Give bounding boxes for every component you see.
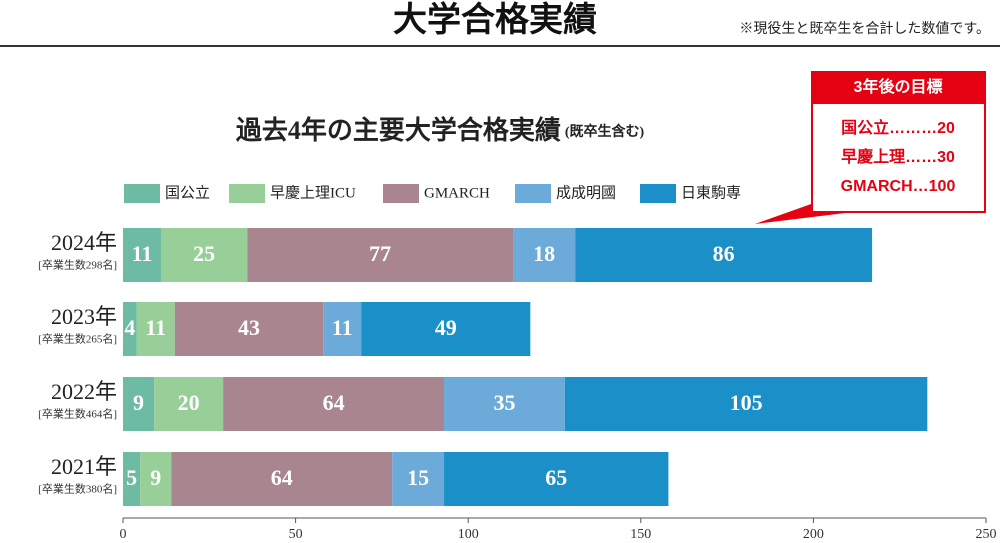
x-tick-label: 200	[803, 527, 824, 542]
bar-segment	[392, 452, 445, 506]
chart-title: 過去4年の主要大学合格実績 (既卒生含む)	[236, 115, 645, 145]
value-label: 11	[332, 315, 353, 340]
bar-segment	[444, 452, 669, 506]
value-label: 65	[545, 465, 567, 490]
bar-segment	[171, 452, 393, 506]
value-label: 35	[493, 390, 515, 415]
bar-segment	[123, 377, 155, 431]
bar-segment	[174, 302, 324, 356]
bar-segment	[361, 302, 531, 356]
callout-title: 3年後の目標	[854, 77, 943, 96]
callout-item: 早慶上理……30	[841, 147, 955, 166]
category-note: [卒業生数298名]	[38, 258, 117, 272]
callout: 3年後の目標 国公立………20 早慶上理……30 GMARCH…100	[755, 71, 986, 224]
value-label: 64	[323, 390, 345, 415]
value-label: 5	[126, 465, 137, 490]
value-label: 11	[132, 241, 153, 266]
value-label: 9	[150, 465, 161, 490]
category-label: 2021年	[51, 454, 117, 479]
bar-segment	[323, 302, 362, 356]
x-tick-label: 100	[458, 527, 479, 542]
legend-label: 国公立	[165, 184, 210, 201]
page-title: 大学合格実績	[393, 0, 597, 39]
value-label: 49	[435, 315, 457, 340]
legend-label: 日東駒専	[681, 184, 741, 201]
value-label: 105	[730, 390, 763, 415]
x-tick-label: 150	[630, 527, 651, 542]
bar-segment	[575, 228, 873, 282]
value-label: 64	[271, 465, 293, 490]
legend-label: GMARCH	[424, 185, 490, 201]
legend-label: 成成明國	[556, 184, 616, 201]
bar-segment	[223, 377, 445, 431]
value-label: 20	[178, 390, 200, 415]
legend-label: 早慶上理ICU	[270, 184, 356, 201]
category-note: [卒業生数380名]	[38, 482, 117, 496]
category-label: 2024年	[51, 230, 117, 255]
bar-segment	[444, 377, 565, 431]
chart-subtitle: (既卒生含む)	[565, 123, 645, 140]
bar-segment	[154, 377, 224, 431]
value-label: 11	[145, 315, 166, 340]
callout-item: 国公立………20	[841, 118, 955, 137]
value-label: 77	[369, 241, 391, 266]
bar-segment	[140, 452, 172, 506]
bar-segment	[160, 228, 248, 282]
x-tick-label: 50	[289, 527, 303, 542]
page-note: ※現役生と既卒生を合計した数値です。	[739, 21, 990, 37]
legend-swatch	[229, 184, 265, 203]
value-label: 43	[238, 315, 260, 340]
category-note: [卒業生数265名]	[38, 332, 117, 346]
legend-swatch	[124, 184, 160, 203]
value-label: 9	[133, 390, 144, 415]
bar-segment	[513, 228, 576, 282]
x-tick-label: 0	[120, 527, 127, 542]
bar-segment	[136, 302, 175, 356]
bar-segment	[123, 452, 141, 506]
bar-segment	[123, 228, 161, 282]
callout-header	[812, 72, 985, 104]
legend-swatch	[640, 184, 676, 203]
bar-segment	[123, 302, 137, 356]
bar-segment	[247, 228, 514, 282]
bar-segment	[564, 377, 928, 431]
legend-swatch	[383, 184, 419, 203]
legend-swatch	[515, 184, 551, 203]
value-label: 25	[193, 241, 215, 266]
category-note: [卒業生数464名]	[38, 407, 117, 421]
category-label: 2022年	[51, 379, 117, 404]
value-label: 18	[533, 241, 555, 266]
value-label: 15	[407, 465, 429, 490]
x-tick-label: 250	[976, 527, 997, 542]
value-label: 4	[124, 315, 135, 340]
callout-item: GMARCH…100	[841, 178, 956, 195]
value-label: 86	[713, 241, 735, 266]
category-label: 2023年	[51, 304, 117, 329]
chart-title-main: 過去4年の主要大学合格実績	[236, 115, 561, 145]
